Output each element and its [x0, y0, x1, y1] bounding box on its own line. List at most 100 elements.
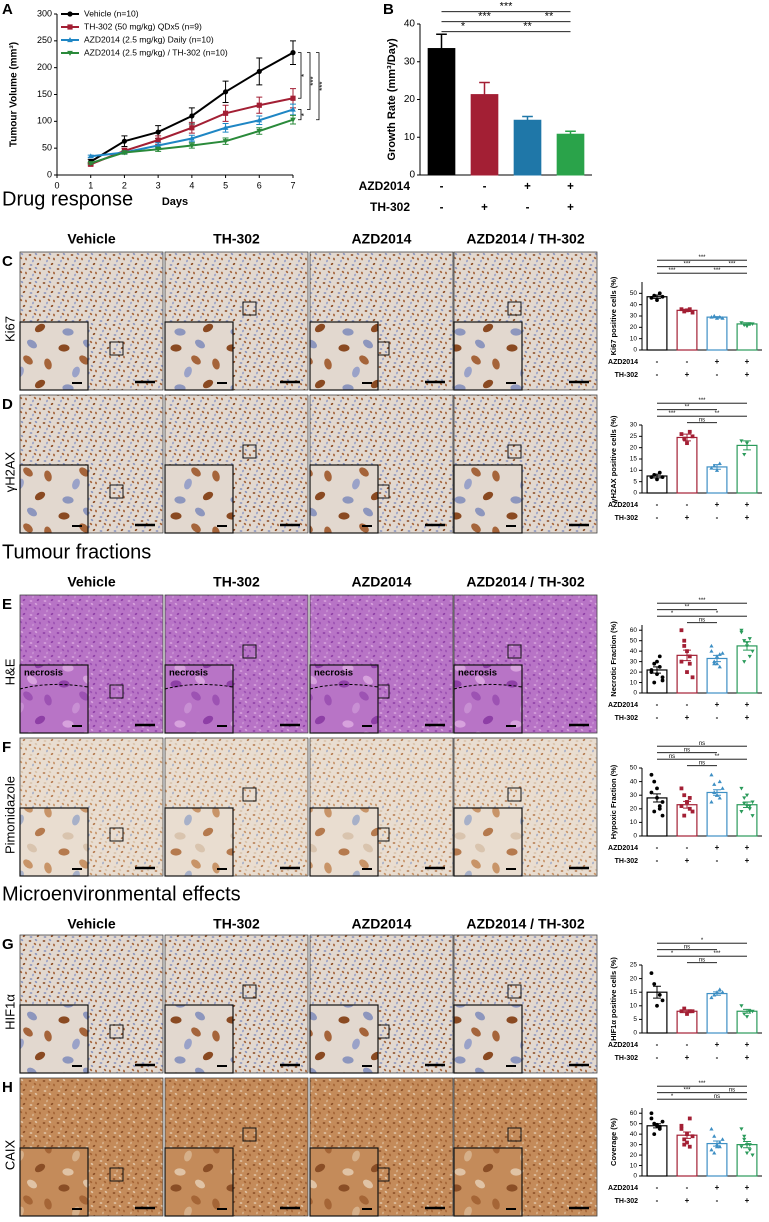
data-point — [682, 793, 687, 798]
y-tick-label: 100 — [37, 116, 52, 126]
x-tick-label: 7 — [290, 180, 295, 190]
factor-value: + — [685, 1196, 690, 1205]
y-tick-label: 60 — [630, 627, 638, 634]
column-header: AZD2014 — [352, 916, 412, 932]
data-point — [222, 89, 229, 95]
y-tick-label: 20 — [404, 94, 416, 105]
data-point — [742, 801, 747, 806]
factor-value: - — [686, 1183, 689, 1192]
data-point — [717, 987, 722, 991]
significance-label: ** — [685, 605, 690, 611]
significance-label: ns — [729, 1088, 735, 1094]
data-point — [709, 1147, 714, 1152]
inset — [309, 664, 379, 734]
data-point — [655, 672, 659, 677]
data-point — [290, 106, 296, 112]
data-point — [742, 796, 747, 801]
significance-label: *** — [683, 1088, 691, 1094]
zoom-box — [109, 827, 124, 842]
column-header: AZD2014 — [352, 574, 412, 590]
necrosis-border — [19, 683, 89, 690]
data-point — [712, 661, 717, 666]
factor-value: - — [716, 856, 719, 865]
significance-label: ** — [715, 411, 720, 417]
y-tick-label: 200 — [37, 62, 52, 72]
factor-value: - — [656, 500, 659, 509]
y-tick-label: 0 — [633, 1173, 637, 1180]
data-point — [682, 813, 687, 818]
data-point — [717, 664, 722, 669]
bar — [706, 1142, 728, 1177]
factor-value: + — [745, 1040, 750, 1049]
data-point — [649, 790, 654, 795]
data-point — [87, 161, 94, 167]
factor-value: + — [745, 370, 750, 379]
column-header: Vehicle — [67, 231, 115, 247]
data-point — [256, 102, 262, 108]
factor-value: - — [716, 370, 719, 379]
significance-label: * — [671, 951, 674, 957]
inset — [453, 1147, 523, 1217]
data-point — [687, 806, 692, 811]
data-point — [739, 786, 744, 791]
data-point — [687, 1009, 692, 1014]
significance-label: ns — [684, 945, 690, 951]
factor-value: - — [656, 1040, 659, 1049]
factor-value: + — [745, 700, 750, 709]
inset — [453, 664, 523, 734]
data-point — [685, 800, 689, 804]
significance-label: *** — [728, 262, 736, 268]
data-point — [720, 651, 725, 655]
data-point — [747, 654, 752, 659]
data-point — [720, 1137, 725, 1141]
data-point — [655, 477, 659, 482]
data-point — [742, 1012, 747, 1017]
data-point — [744, 1151, 750, 1156]
inset — [309, 464, 379, 534]
data-point — [744, 1143, 750, 1147]
factor-value: - — [656, 1053, 659, 1062]
data-point — [720, 990, 725, 994]
error-bar — [479, 81, 490, 95]
data-point — [290, 95, 296, 101]
y-axis-label: γH2AX positive cells (%) — [609, 415, 618, 503]
data-point — [189, 125, 195, 131]
data-point — [657, 1124, 662, 1129]
data-point — [742, 660, 747, 664]
data-point — [750, 322, 755, 327]
data-point — [739, 628, 744, 633]
factor-value: + — [685, 1053, 690, 1062]
data-point — [682, 1137, 687, 1142]
y-tick-label: 30 — [630, 313, 638, 320]
data-point — [712, 782, 717, 786]
data-point — [679, 307, 684, 312]
y-axis-label: HIF1α positive cells (%) — [609, 957, 618, 1041]
data-point — [744, 324, 750, 329]
data-point — [155, 137, 161, 143]
data-point — [222, 110, 229, 116]
data-point — [685, 441, 689, 446]
annotation: necrosis — [169, 668, 208, 679]
inset — [19, 321, 89, 391]
bar — [736, 1010, 758, 1034]
data-point — [750, 1009, 755, 1014]
inset — [164, 321, 234, 391]
inset — [453, 321, 523, 391]
bar — [646, 1125, 668, 1177]
data-point — [717, 1144, 722, 1149]
data-point — [256, 68, 262, 75]
bar — [706, 791, 728, 837]
data-point — [717, 779, 722, 784]
data-point — [649, 1116, 654, 1121]
significance-label: ns — [669, 754, 675, 760]
data-point — [709, 995, 714, 1000]
factor-name: AZD2014 — [608, 1185, 638, 1192]
data-point — [742, 1137, 747, 1142]
data-point — [660, 675, 665, 680]
bar — [427, 48, 456, 176]
zoom-box — [109, 341, 124, 356]
data-point — [690, 434, 695, 439]
factor-value: - — [716, 1196, 719, 1205]
data-point — [660, 294, 665, 299]
x-tick-label: 5 — [223, 180, 228, 190]
